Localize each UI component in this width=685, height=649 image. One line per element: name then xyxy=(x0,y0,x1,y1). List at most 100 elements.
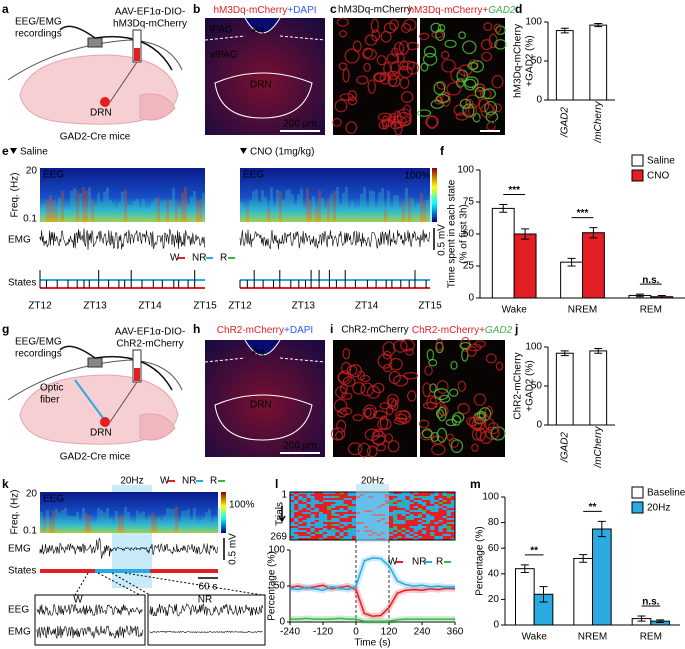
cell xyxy=(474,340,486,348)
heat-cell xyxy=(298,536,303,538)
heat-cell xyxy=(314,524,320,526)
heat-cell xyxy=(426,538,431,540)
heat-cell xyxy=(430,518,435,520)
heat-cell xyxy=(417,538,423,540)
spectrogram-band xyxy=(127,205,130,222)
heat-cell xyxy=(351,500,357,502)
heat-cell xyxy=(417,502,423,504)
emg-trace xyxy=(149,630,263,633)
cell xyxy=(433,81,446,95)
heat-cell xyxy=(417,504,423,506)
spectrogram-band xyxy=(306,187,309,222)
heat-cell xyxy=(306,512,311,514)
cell xyxy=(362,47,373,59)
heat-cell xyxy=(430,528,435,530)
heat-cell xyxy=(446,516,452,518)
series-line xyxy=(289,557,456,592)
cell xyxy=(426,395,437,410)
heat-cell xyxy=(339,512,344,514)
cell xyxy=(401,60,415,70)
cell xyxy=(393,417,408,425)
cell xyxy=(405,348,414,356)
cell xyxy=(400,338,415,352)
heat-cell xyxy=(323,506,328,508)
heat-cell xyxy=(343,526,349,528)
heat-cell xyxy=(314,512,320,514)
heat-cell xyxy=(310,518,316,520)
trace-label: EEG xyxy=(243,170,264,181)
heat-cell xyxy=(290,530,295,532)
y-tick-label: 50 xyxy=(463,229,475,240)
spectrogram-band xyxy=(360,193,363,222)
heat-cell xyxy=(310,496,316,498)
mice-label: GAD2-Cre mice xyxy=(60,132,131,143)
emg-trace xyxy=(39,537,218,559)
zt-tick-label: ZT12 xyxy=(228,301,252,312)
heat-cell xyxy=(347,500,353,502)
title-part: + xyxy=(482,5,488,16)
heat-cell xyxy=(339,514,344,516)
spectrogram-band xyxy=(109,519,112,533)
heat-cell xyxy=(405,514,410,516)
heat-cell xyxy=(397,496,402,498)
spectrogram-band xyxy=(61,509,64,533)
heat-cell xyxy=(405,502,410,504)
cell xyxy=(352,414,364,422)
cell xyxy=(390,61,400,75)
heat-cell xyxy=(413,508,419,510)
heat-cell xyxy=(393,514,398,516)
heat-cell xyxy=(393,518,398,520)
heat-cell xyxy=(347,506,353,508)
spectrogram-band xyxy=(285,190,288,222)
spectrogram-band xyxy=(321,197,324,222)
heat-cell xyxy=(347,536,353,538)
heat-cell xyxy=(438,500,443,502)
heat-cell xyxy=(310,508,316,510)
heat-cell xyxy=(323,518,328,520)
heat-cell xyxy=(417,522,423,524)
heat-cell xyxy=(401,492,406,494)
heat-cell xyxy=(413,514,419,516)
heat-cell xyxy=(323,504,328,506)
cell xyxy=(419,429,434,441)
cell xyxy=(484,100,498,116)
cell xyxy=(339,30,348,38)
colorbar-label: 100% xyxy=(404,171,430,182)
heat-cell xyxy=(335,516,340,518)
error-bar xyxy=(499,204,508,213)
heat-cell xyxy=(306,514,311,516)
heat-cell xyxy=(438,498,443,500)
heat-cell xyxy=(302,538,307,540)
error-bar xyxy=(635,293,644,298)
title-part: GAD2 xyxy=(485,325,513,336)
spectrogram-band xyxy=(124,507,127,533)
error-bar xyxy=(520,564,529,574)
cell xyxy=(418,419,430,429)
spectrogram-band xyxy=(258,202,261,222)
heat-cell xyxy=(298,500,303,502)
spectrogram-band xyxy=(115,511,118,533)
trace-label: EMG xyxy=(8,235,31,246)
heat-cell xyxy=(343,506,349,508)
heat-cell xyxy=(298,534,303,536)
cell xyxy=(366,445,378,458)
cell xyxy=(381,115,390,130)
cell xyxy=(336,419,347,433)
cell xyxy=(389,19,399,31)
heat-cell xyxy=(339,528,344,530)
spectrogram-band xyxy=(55,508,58,533)
heat-cell xyxy=(306,492,311,494)
heat-cell xyxy=(389,508,394,510)
y-tick-label: 50 xyxy=(531,381,543,392)
heat-cell xyxy=(327,504,332,506)
heat-cell xyxy=(422,504,427,506)
legend-label: Baseline xyxy=(647,488,685,499)
heat-cell xyxy=(405,496,410,498)
cell xyxy=(435,341,444,354)
trial-tick-label: 269 xyxy=(270,532,287,543)
spectrogram-band xyxy=(184,510,187,533)
cell xyxy=(336,409,348,418)
heat-cell xyxy=(351,520,357,522)
heat-cell xyxy=(339,524,344,526)
heat-cell xyxy=(409,496,415,498)
